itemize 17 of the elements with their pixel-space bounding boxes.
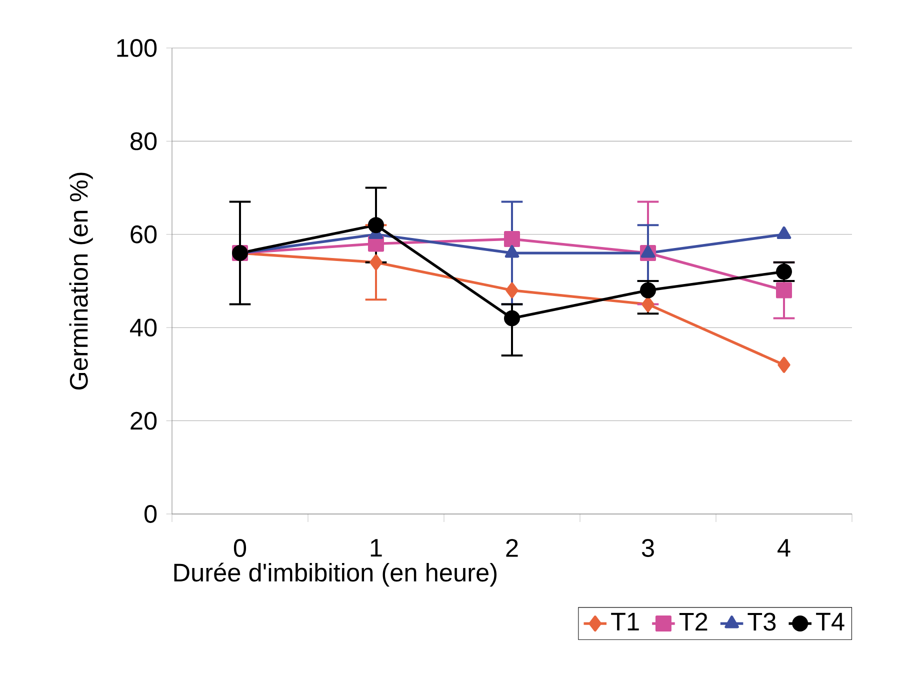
y-tick-label: 40 [130,318,157,337]
legend-label: T3 [748,612,776,631]
y-tick-label: 60 [130,225,157,244]
x-axis-title: Durée d'imbibition (en heure) [174,562,496,587]
x-tick-label: 0 [234,539,246,557]
y-tick-label: 80 [130,132,157,150]
y-axis-title: Germination (en %) [69,172,93,390]
legend-label: T1 [611,612,639,630]
x-tick-label: 1 [370,539,382,556]
legend-label: T4 [816,612,844,630]
y-tick-label: 100 [117,39,157,57]
x-tick-label: 2 [506,539,518,557]
y-tick-label: 20 [130,412,157,430]
x-tick-label: 3 [642,539,654,557]
legend-label: T2 [679,612,708,630]
x-tick-label: 4 [778,539,790,556]
y-tick-label: 0 [144,505,157,523]
